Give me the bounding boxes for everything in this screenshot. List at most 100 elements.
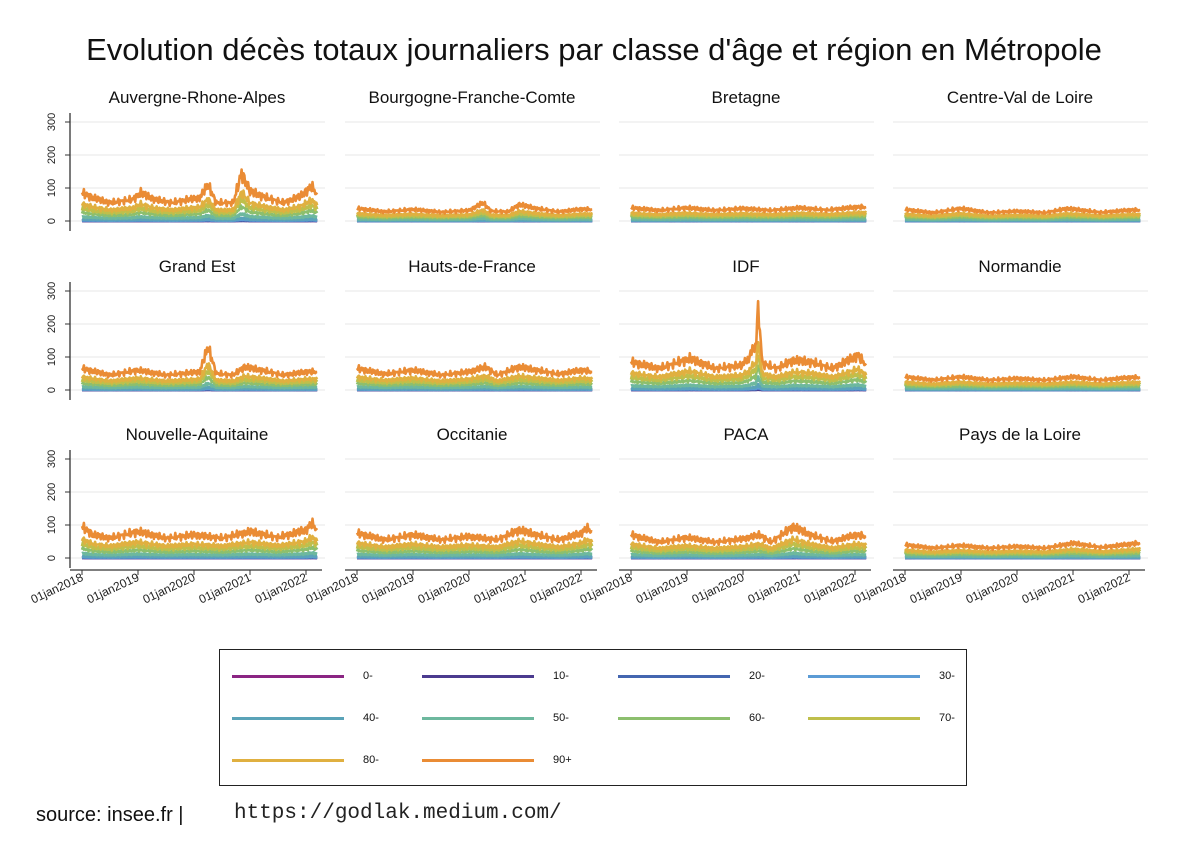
series-line-90+ — [904, 373, 1141, 384]
series-line-70- — [355, 542, 594, 553]
legend-swatch — [422, 674, 534, 678]
series-line-60- — [80, 375, 318, 388]
series-line-60- — [355, 546, 594, 555]
source-label: source: insee.fr | — [36, 804, 184, 826]
y-tick-label: 300 — [46, 450, 58, 468]
y-tick-label: 200 — [46, 315, 58, 333]
series-line-80- — [629, 340, 868, 381]
legend-item-80-: 80- — [232, 754, 379, 766]
series-line-70- — [80, 368, 319, 386]
series-line-50- — [356, 551, 593, 558]
source-url: https://godlak.medium.com/ — [234, 802, 562, 825]
series-line-50- — [356, 384, 593, 390]
series-line-70- — [80, 196, 319, 216]
legend-item-10-: 10- — [422, 670, 569, 682]
legend-swatch — [808, 674, 920, 678]
panel-bourgogne-franche-comte: Bourgogne-Franche-Comte — [345, 88, 600, 223]
y-tick-label: 100 — [46, 179, 58, 197]
panel-title: Normandie — [978, 257, 1061, 276]
panel-hauts-de-france: Hauts-de-France — [345, 257, 600, 392]
legend-label: 80- — [363, 754, 379, 766]
y-tick-label: 100 — [46, 348, 58, 366]
legend-label: 40- — [363, 712, 379, 724]
legend-item-50-: 50- — [422, 712, 569, 724]
legend-label: 30- — [939, 670, 955, 682]
series-line-90+ — [904, 539, 1141, 552]
x-tick-label: 01jan2019 — [85, 570, 142, 607]
series-line-90+ — [80, 517, 319, 543]
y-tick-label: 0 — [46, 218, 58, 224]
panel-title: Hauts-de-France — [408, 257, 536, 276]
x-tick-label: 01jan2022 — [528, 570, 585, 607]
legend-label: 70- — [939, 712, 955, 724]
x-tick-label: 01jan2018 — [29, 570, 86, 607]
series-line-70- — [629, 354, 868, 384]
panel-title: Bourgogne-Franche-Comte — [369, 88, 576, 107]
legend-label: 20- — [749, 670, 765, 682]
series-line-60- — [80, 204, 319, 218]
series-line-80- — [80, 189, 319, 214]
x-tick-label: 01jan2020 — [416, 570, 473, 607]
y-tick-label: 0 — [46, 387, 58, 393]
panel-bretagne: Bretagne — [619, 88, 874, 223]
series-line-50- — [630, 551, 867, 558]
series-line-80- — [80, 362, 319, 384]
series-line-90+ — [630, 203, 867, 214]
series-line-80- — [904, 211, 1141, 218]
panel-title: Occitanie — [437, 425, 508, 444]
series-line-80- — [903, 546, 1142, 555]
legend-item-0-: 0- — [232, 670, 373, 682]
legend-label: 0- — [363, 670, 373, 682]
y-tick-label: 300 — [46, 282, 58, 300]
series-line-40- — [630, 382, 867, 391]
panel-title: Centre-Val de Loire — [947, 88, 1093, 107]
series-line-80- — [355, 372, 594, 384]
legend-item-60-: 60- — [618, 712, 765, 724]
y-tick-label: 200 — [46, 146, 58, 164]
panel-grand-est: Grand Est 0 100 200 300 — [46, 257, 325, 400]
legend-label: 90+ — [553, 754, 572, 766]
panel-title: Pays de la Loire — [959, 425, 1081, 444]
series-line-80- — [629, 535, 868, 552]
x-tick-label: 01jan2020 — [690, 570, 747, 607]
panel-normandie: Normandie — [893, 257, 1148, 392]
panel-title: Auvergne-Rhone-Alpes — [109, 88, 286, 107]
series-line-60- — [629, 364, 868, 386]
panel-auvergne-rhone-alpes: Auvergne-Rhone-Alpes 0 100 200 300 — [46, 88, 325, 231]
series-line-90+ — [80, 168, 319, 208]
legend-item-30-: 30- — [808, 670, 955, 682]
series-line-50- — [81, 381, 318, 390]
legend: 0- 10- 20- 30- 40- 50- 60- 70- 80- 90+ — [219, 649, 967, 786]
x-tick-label: 01jan2018 — [304, 570, 361, 607]
series-line-80- — [80, 533, 319, 550]
panel-title: Bretagne — [712, 88, 781, 107]
x-tick-label: 01jan2021 — [472, 570, 529, 607]
series-line-50- — [81, 212, 318, 221]
x-tick-label: 01jan2021 — [1020, 570, 1077, 607]
series-line-60- — [629, 546, 868, 556]
x-tick-label: 01jan2022 — [1076, 570, 1133, 607]
y-tick-label: 300 — [46, 113, 58, 131]
series-line-60- — [355, 380, 593, 388]
panel-title: Grand Est — [159, 257, 236, 276]
series-line-80- — [355, 536, 594, 551]
legend-item-20-: 20- — [618, 670, 765, 682]
legend-swatch — [232, 716, 344, 720]
y-tick-label: 200 — [46, 483, 58, 501]
series-line-70- — [80, 540, 319, 553]
panel-title: IDF — [732, 257, 759, 276]
legend-label: 10- — [553, 670, 569, 682]
y-tick-label: 100 — [46, 516, 58, 534]
legend-item-90+: 90+ — [422, 754, 572, 766]
series-line-90+ — [356, 200, 593, 215]
series-line-50- — [81, 550, 318, 558]
x-tick-label: 01jan2018 — [852, 570, 909, 607]
series-line-90+ — [629, 299, 868, 374]
x-tick-label: 01jan2020 — [141, 570, 198, 607]
x-tick-label: 01jan2020 — [964, 570, 1021, 607]
series-line-90+ — [904, 205, 1141, 216]
panel-title: PACA — [723, 425, 769, 444]
